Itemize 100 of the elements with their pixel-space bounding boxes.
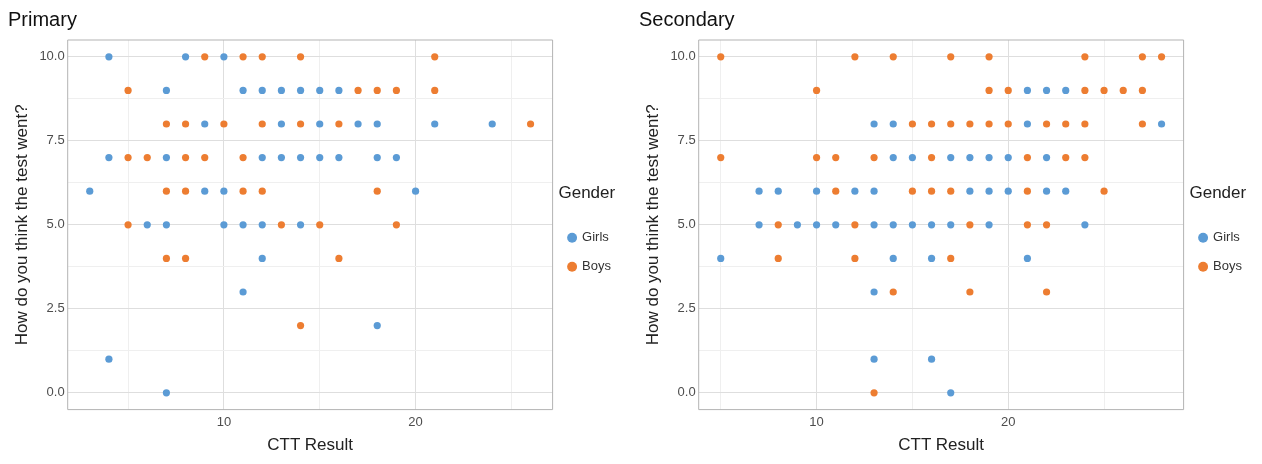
point — [966, 120, 974, 128]
point — [181, 187, 190, 195]
point — [1042, 187, 1051, 195]
point — [870, 221, 878, 229]
point — [239, 221, 247, 229]
point — [774, 221, 782, 229]
point — [411, 187, 420, 195]
y-tick-label: 0.0 — [677, 384, 696, 400]
point — [985, 187, 993, 195]
point — [201, 187, 209, 195]
point — [354, 120, 362, 128]
point — [812, 187, 821, 195]
point — [296, 120, 305, 128]
point — [908, 154, 916, 162]
point — [373, 154, 381, 162]
point — [181, 154, 190, 162]
point — [162, 120, 171, 128]
point — [162, 254, 171, 262]
y-tick-label: 2.5 — [46, 300, 65, 316]
point — [1100, 86, 1108, 94]
point — [717, 254, 725, 262]
point — [1042, 221, 1051, 229]
point — [296, 53, 305, 61]
point — [431, 120, 439, 128]
point — [220, 120, 228, 128]
point — [316, 154, 324, 162]
point — [277, 86, 285, 94]
y-tick-label: 7.5 — [677, 132, 696, 148]
point — [431, 53, 439, 61]
y-tick-label: 2.5 — [677, 300, 696, 316]
point — [1023, 254, 1031, 262]
point — [927, 120, 936, 128]
y-axis-title: How do you think the test went? — [642, 104, 662, 346]
legend-label: Boys — [582, 258, 612, 274]
legend-title: Gender — [1189, 182, 1247, 202]
point — [220, 187, 228, 195]
point — [889, 288, 897, 296]
point — [889, 154, 897, 162]
point — [1062, 86, 1070, 94]
point — [947, 53, 955, 61]
point — [1157, 53, 1166, 61]
x-tick-label: 10 — [809, 413, 824, 429]
point — [181, 120, 190, 128]
chart-title: Primary — [8, 7, 77, 30]
x-axis-title: CTT Result — [267, 435, 354, 455]
point — [201, 53, 209, 61]
point — [162, 86, 171, 94]
point — [717, 53, 725, 61]
point — [870, 154, 878, 162]
point — [755, 221, 763, 229]
point — [985, 120, 993, 128]
point — [793, 221, 802, 229]
point — [392, 221, 400, 229]
point — [870, 355, 878, 363]
point — [870, 389, 878, 397]
y-tick-label: 7.5 — [46, 132, 65, 148]
point — [832, 187, 840, 195]
point — [335, 254, 343, 262]
point — [1004, 120, 1012, 128]
point — [162, 187, 171, 195]
point — [316, 120, 324, 128]
point — [335, 120, 343, 128]
point — [812, 86, 821, 94]
point — [1062, 187, 1070, 195]
point — [258, 221, 266, 229]
point — [851, 254, 859, 262]
point — [889, 53, 897, 61]
point — [927, 187, 936, 195]
point — [1042, 120, 1051, 128]
point — [1042, 154, 1051, 162]
x-tick-label: 20 — [1001, 413, 1016, 429]
point — [966, 288, 974, 296]
point — [851, 187, 859, 195]
point — [1138, 53, 1146, 61]
point — [239, 154, 247, 162]
y-axis-title: How do you think the test went? — [11, 104, 31, 346]
chart-title: Secondary — [639, 7, 735, 30]
point — [966, 187, 974, 195]
point — [851, 53, 859, 61]
point — [927, 355, 936, 363]
point — [870, 187, 878, 195]
point — [296, 221, 305, 229]
point — [335, 154, 343, 162]
point — [1157, 120, 1166, 128]
legend-label: Boys — [1213, 258, 1243, 274]
y-tick-label: 5.0 — [677, 216, 696, 232]
legend-label: Girls — [582, 229, 610, 245]
y-tick-label: 5.0 — [46, 216, 65, 232]
point — [947, 154, 955, 162]
point — [947, 254, 955, 262]
point — [812, 154, 821, 162]
point — [373, 86, 381, 94]
point — [927, 154, 936, 162]
point — [947, 221, 955, 229]
point — [277, 120, 285, 128]
point — [832, 221, 840, 229]
point — [181, 254, 190, 262]
point — [1081, 154, 1089, 162]
point — [258, 154, 266, 162]
point — [1004, 154, 1012, 162]
